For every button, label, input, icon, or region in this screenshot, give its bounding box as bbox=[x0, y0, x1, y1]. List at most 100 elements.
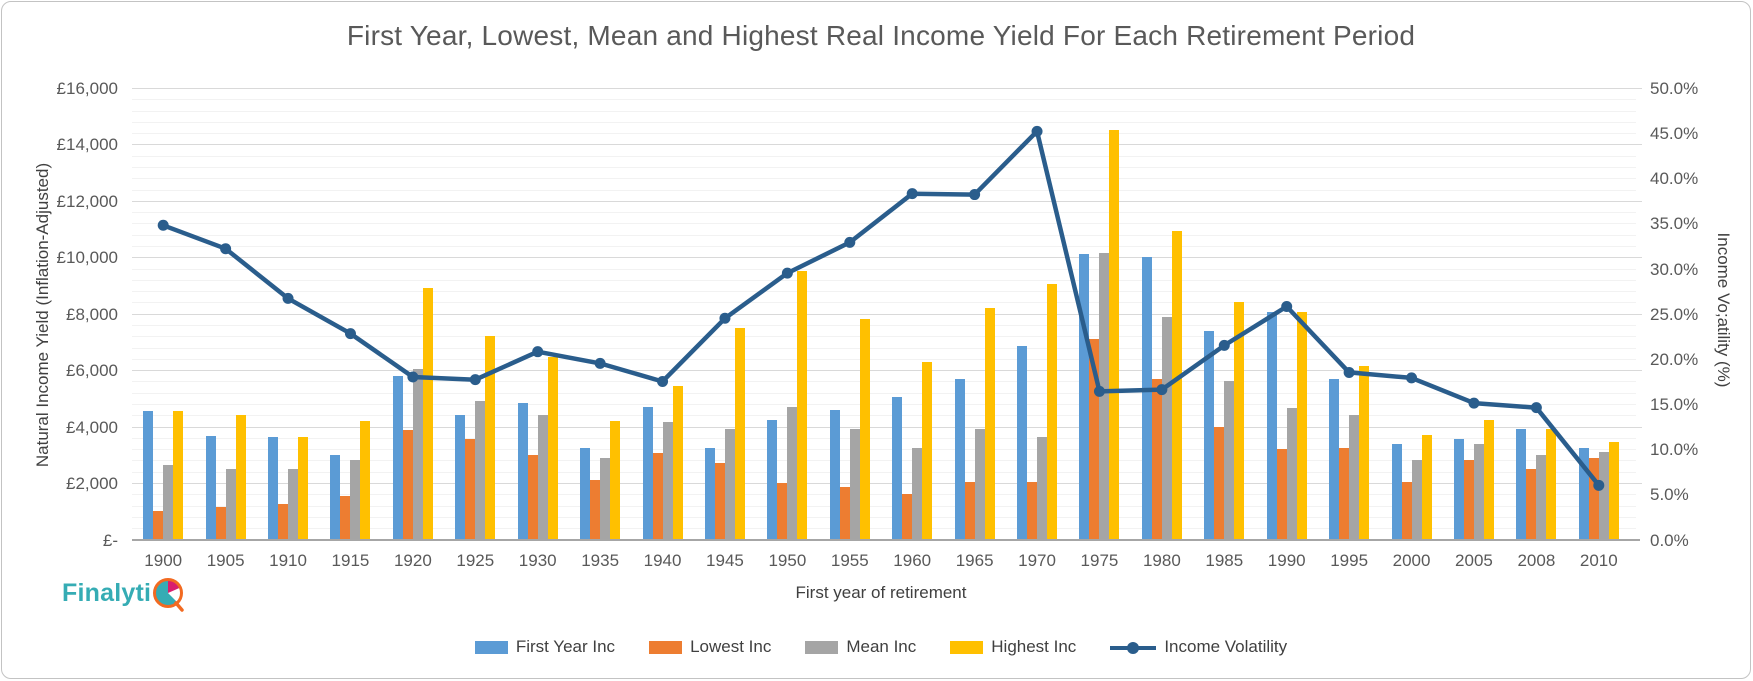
bar-mean-inc-1925 bbox=[475, 401, 486, 540]
volatility-point-1915 bbox=[344, 328, 356, 340]
right-axis-label: 30.0% bbox=[1650, 259, 1699, 279]
x-axis-label-1910: 1910 bbox=[269, 551, 307, 570]
volatility-point-1965 bbox=[969, 189, 981, 201]
volatility-point-1900 bbox=[157, 219, 169, 231]
gridline-minor bbox=[132, 505, 1636, 507]
bar-highest-inc-1925 bbox=[485, 336, 496, 540]
bar-first-year-inc-2010 bbox=[1578, 447, 1589, 540]
gridline-major bbox=[132, 426, 1642, 428]
gridline-major bbox=[132, 144, 1642, 146]
volatility-point-1935 bbox=[594, 357, 606, 369]
bar-highest-inc-1920 bbox=[422, 288, 433, 540]
gridline-major bbox=[132, 313, 1642, 315]
volatility-point-1950 bbox=[781, 267, 793, 279]
x-axis-label-1985: 1985 bbox=[1205, 551, 1244, 570]
chart-legend: First Year Inc Lowest Inc Mean Inc Highest … bbox=[132, 637, 1630, 657]
bar-first-year-inc-1920 bbox=[392, 375, 403, 540]
x-axis-label-2008: 2008 bbox=[1517, 551, 1556, 570]
right-axis-label: 25.0% bbox=[1650, 304, 1699, 324]
bar-lowest-inc-1920 bbox=[402, 430, 413, 540]
bar-lowest-inc-1965 bbox=[964, 481, 975, 540]
bar-highest-inc-2000 bbox=[1421, 435, 1432, 540]
bar-first-year-inc-1985 bbox=[1204, 330, 1215, 540]
left-axis-label: £16,000 bbox=[56, 79, 118, 98]
left-axis-label: £14,000 bbox=[56, 135, 118, 155]
volatility-point-1905 bbox=[220, 243, 232, 255]
bar-first-year-inc-1930 bbox=[517, 402, 528, 540]
bar-first-year-inc-1940 bbox=[642, 406, 653, 540]
left-axis-label: £10,000 bbox=[56, 248, 118, 268]
bar-first-year-inc-1990 bbox=[1266, 312, 1277, 540]
bar-mean-inc-1960 bbox=[912, 447, 923, 540]
bar-lowest-inc-1905 bbox=[215, 507, 226, 540]
legend-label: First Year Inc bbox=[515, 637, 616, 656]
gridline-minor bbox=[132, 189, 1636, 191]
bar-lowest-inc-2005 bbox=[1463, 460, 1474, 540]
bar-mean-inc-1945 bbox=[724, 429, 735, 540]
bar-first-year-inc-1945 bbox=[704, 447, 715, 540]
volatility-point-1970 bbox=[1031, 125, 1043, 137]
bar-lowest-inc-1995 bbox=[1339, 447, 1350, 540]
gridline-minor bbox=[132, 212, 1636, 214]
bar-highest-inc-1910 bbox=[298, 436, 309, 540]
gridline-minor bbox=[132, 404, 1636, 406]
bar-highest-inc-2008 bbox=[1546, 429, 1557, 540]
bar-mean-inc-1915 bbox=[350, 460, 361, 540]
gridline-minor bbox=[132, 110, 1636, 112]
x-axis-label-1980: 1980 bbox=[1142, 551, 1181, 570]
gridline-minor bbox=[132, 415, 1636, 417]
bar-lowest-inc-1900 bbox=[153, 511, 164, 540]
x-axis-label-1995: 1995 bbox=[1330, 551, 1369, 570]
x-axis-label-1940: 1940 bbox=[643, 551, 682, 570]
finalytiq-logo: Finalyti bbox=[62, 574, 185, 612]
volatility-point-1990 bbox=[1281, 301, 1293, 313]
bar-highest-inc-1955 bbox=[859, 319, 870, 540]
bar-highest-inc-1945 bbox=[734, 327, 745, 540]
gridline-minor bbox=[132, 246, 1636, 248]
bar-mean-inc-1940 bbox=[662, 422, 673, 540]
gridline-minor bbox=[132, 178, 1636, 180]
x-axis-label-1945: 1945 bbox=[706, 551, 744, 570]
bar-first-year-inc-2008 bbox=[1516, 429, 1527, 540]
bar-highest-inc-1900 bbox=[173, 411, 184, 540]
bar-lowest-inc-1915 bbox=[340, 495, 351, 540]
bar-lowest-inc-1940 bbox=[652, 453, 663, 540]
left-axis-label: £4,000 bbox=[66, 417, 118, 437]
left-axis-label: £- bbox=[102, 530, 118, 550]
x-axis-label-1930: 1930 bbox=[518, 551, 557, 570]
bar-first-year-inc-1975 bbox=[1079, 254, 1090, 540]
bar-lowest-inc-1960 bbox=[902, 494, 913, 540]
bar-lowest-inc-2000 bbox=[1401, 481, 1412, 540]
bar-highest-inc-1965 bbox=[984, 308, 995, 540]
x-axis-label-1965: 1965 bbox=[955, 551, 994, 570]
right-axis-label: 15.0% bbox=[1650, 395, 1699, 415]
bar-mean-inc-1980 bbox=[1161, 316, 1172, 540]
bar-mean-inc-1970 bbox=[1037, 436, 1048, 540]
bar-mean-inc-1975 bbox=[1099, 253, 1110, 540]
bar-mean-inc-1905 bbox=[225, 468, 236, 540]
volatility-point-1910 bbox=[282, 292, 294, 304]
bar-first-year-inc-1965 bbox=[954, 378, 965, 540]
x-axis-label-1950: 1950 bbox=[768, 551, 807, 570]
gridline-minor bbox=[132, 279, 1636, 281]
gridline-minor bbox=[132, 99, 1636, 101]
legend-swatch-icon bbox=[805, 640, 839, 654]
x-axis-label-1975: 1975 bbox=[1080, 551, 1119, 570]
left-axis-label: £2,000 bbox=[66, 474, 118, 494]
gridline-minor bbox=[132, 223, 1636, 225]
bar-mean-inc-1955 bbox=[849, 429, 860, 540]
bar-lowest-inc-1935 bbox=[590, 480, 601, 540]
volatility-point-2010 bbox=[1593, 479, 1605, 491]
left-axis-label: £6,000 bbox=[66, 361, 118, 381]
right-axis-label: 40.0% bbox=[1650, 169, 1699, 189]
chart-title: First Year, Lowest, Mean and Highest Rea… bbox=[346, 20, 1416, 51]
bar-mean-inc-2010 bbox=[1598, 452, 1609, 540]
gridline-minor bbox=[132, 449, 1636, 451]
volatility-point-2008 bbox=[1530, 402, 1542, 414]
bar-mean-inc-1985 bbox=[1224, 381, 1235, 540]
bar-lowest-inc-1955 bbox=[839, 487, 850, 540]
gridline-minor bbox=[132, 471, 1636, 473]
volatility-point-1940 bbox=[657, 375, 669, 387]
bar-highest-inc-2005 bbox=[1483, 419, 1494, 540]
legend-item-lowest-inc: Lowest Inc bbox=[649, 637, 771, 657]
